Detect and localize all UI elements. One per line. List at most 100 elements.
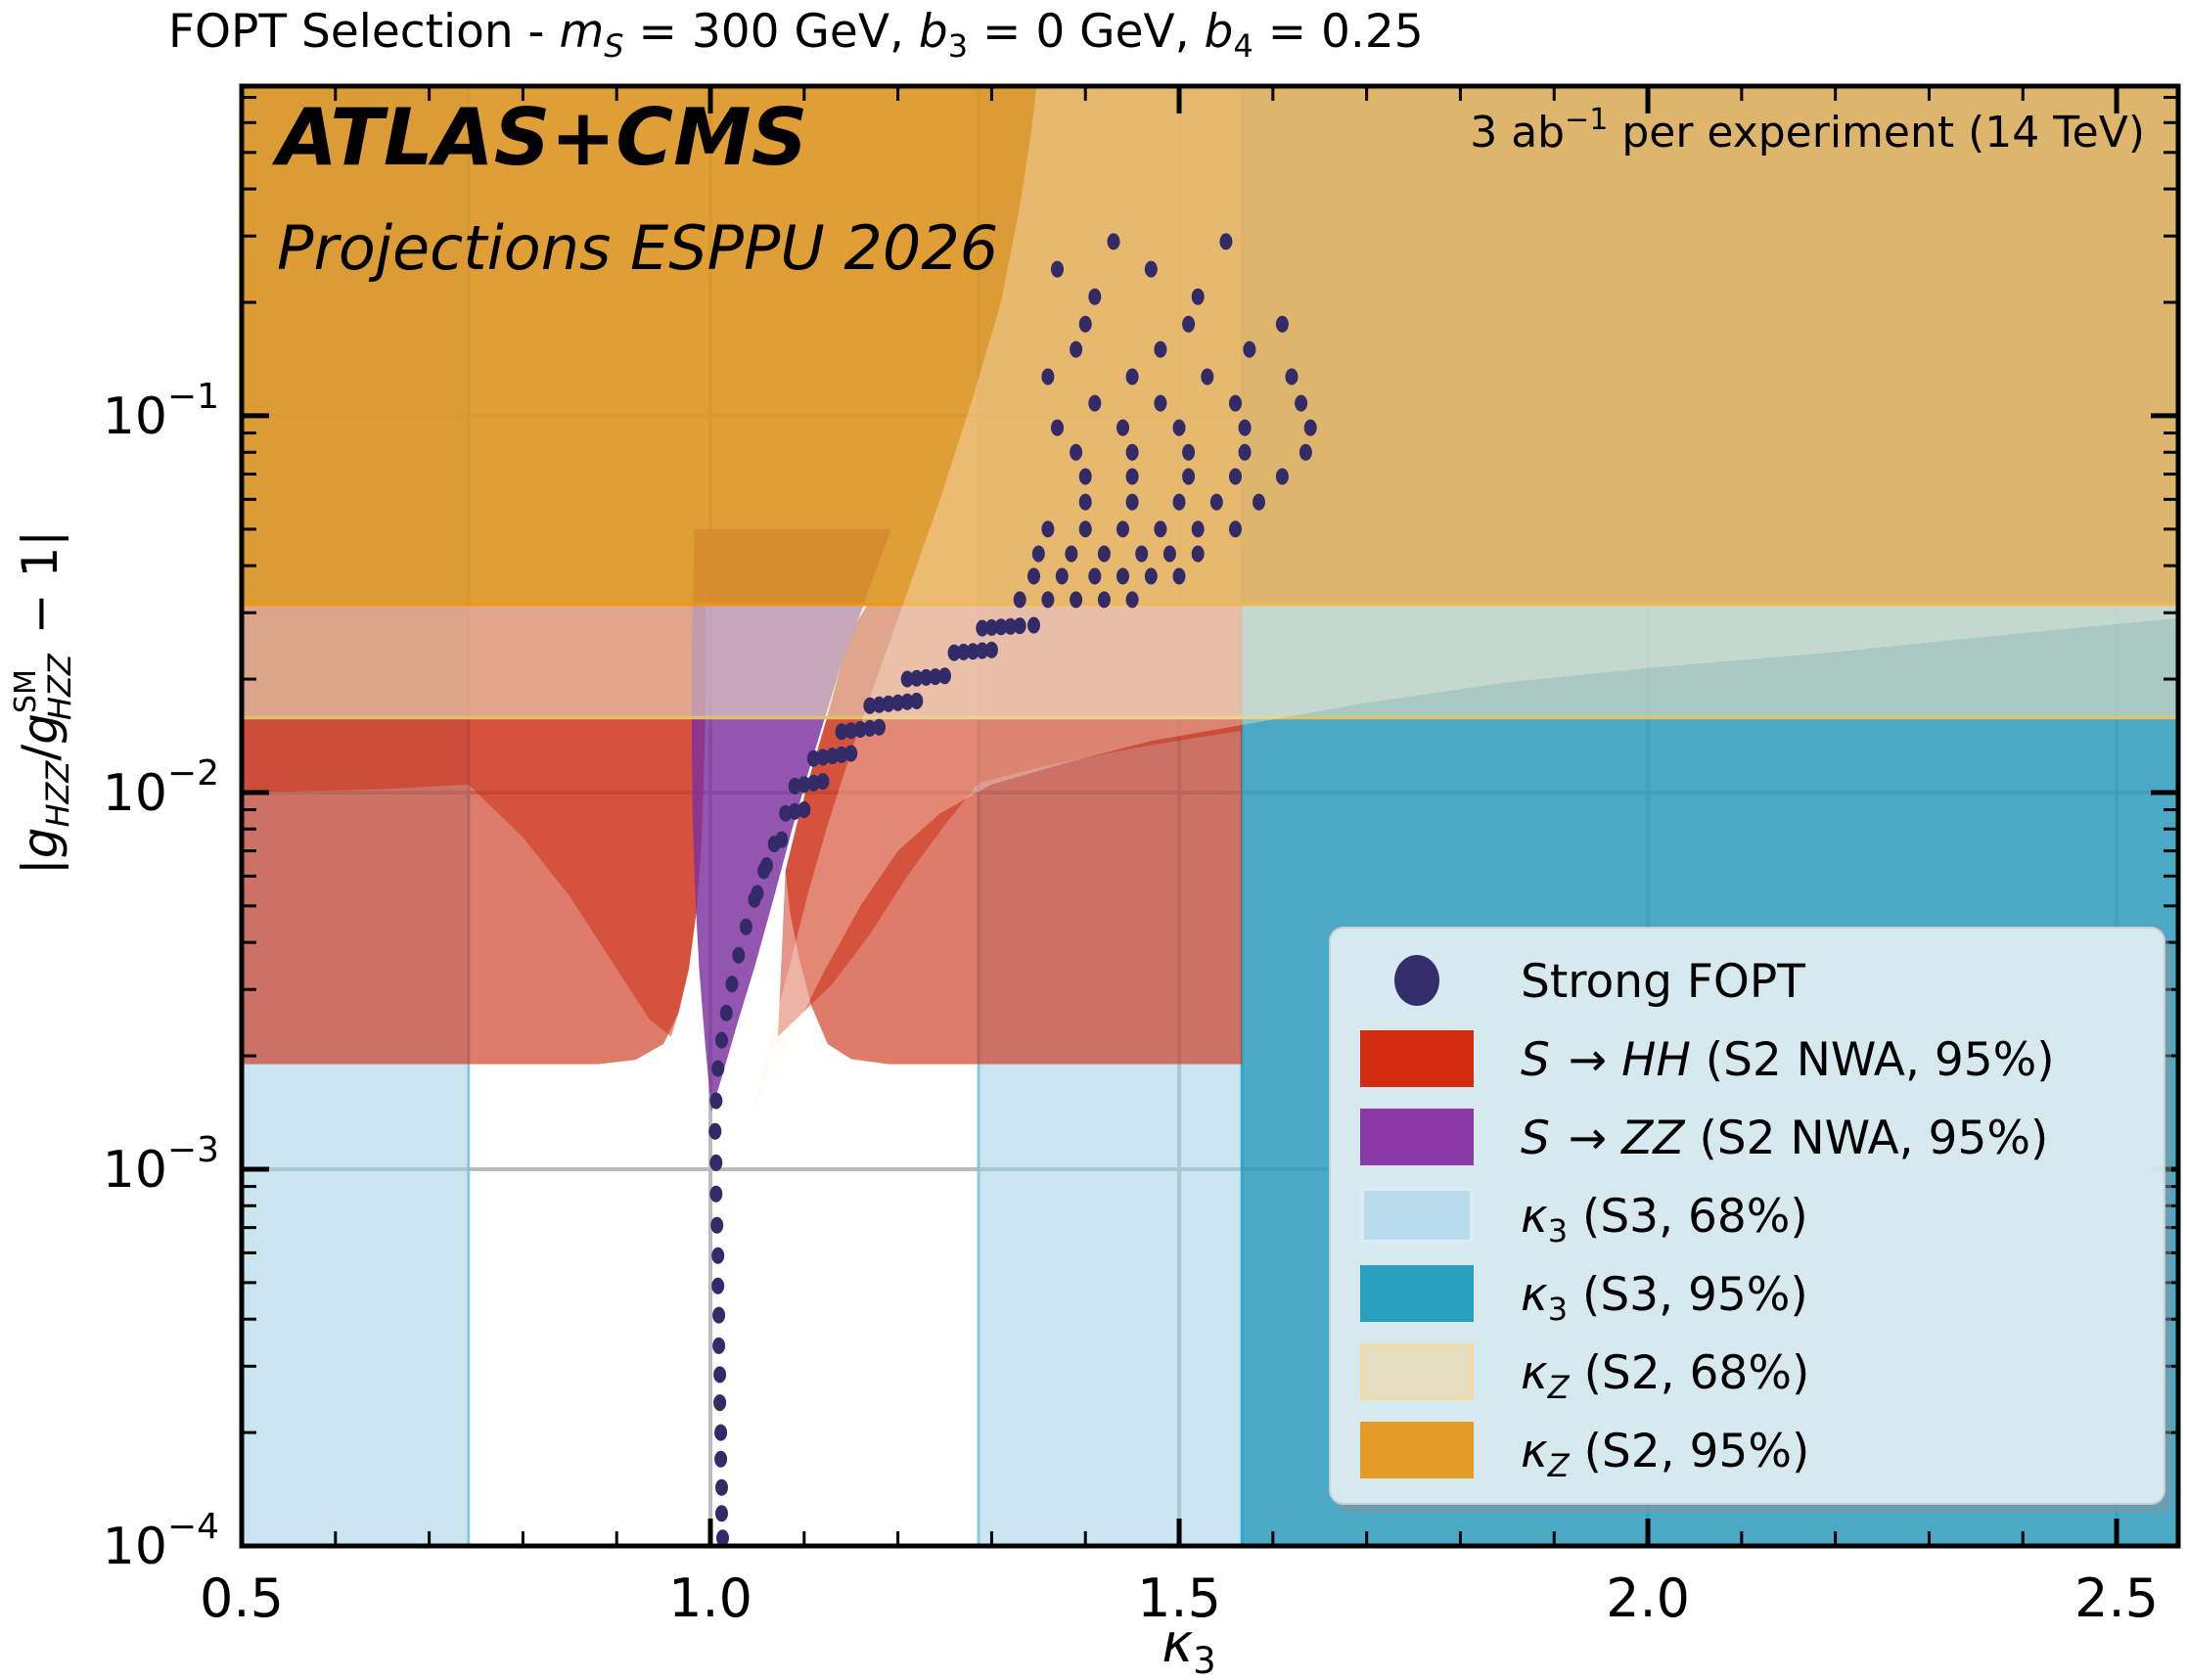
scatter-point [1051,260,1064,278]
scatter-point [1078,315,1092,333]
scatter-point [1070,341,1083,358]
scatter-point [712,1337,726,1354]
scatter-point [900,693,914,710]
legend-label: κ3​ (S3, 95%) [1521,1268,1808,1328]
scatter-point [1097,545,1111,563]
scatter-point [853,721,867,738]
scatter-point [863,719,877,737]
scatter-point [725,976,739,993]
scatter-point [713,1394,727,1412]
scatter-point [984,641,998,658]
scatter-point [1027,616,1040,634]
scatter-point [1013,591,1026,609]
scatter-point [1238,419,1252,436]
scatter-point [1299,443,1312,461]
legend-label: Strong FOPT [1521,955,1805,1009]
legend-swatch [1360,1109,1474,1165]
scatter-point [709,1185,723,1203]
region-pale-wash-overlay [752,86,2178,1109]
scatter-point [708,1122,722,1140]
scatter-point [1172,568,1186,585]
chart-title: FOPT Selection - mS​ = 300 GeV, b3​ = 0 … [168,5,1424,65]
scatter-point [711,1277,725,1294]
scatter-point [1065,545,1078,563]
region-kappaZ-95-band [242,86,2178,605]
scatter-point [1078,493,1092,511]
legend-swatch [1360,1187,1474,1244]
scatter-point [1191,521,1205,538]
scatter-point [710,1216,724,1234]
scatter-point [1229,394,1242,412]
x-tick-label: 2.5 [2074,1567,2159,1629]
y-tick-label: 10−2 [103,753,219,823]
scatter-point [873,696,886,713]
scatter-point [1125,368,1139,386]
scatter-point [816,773,830,791]
scatter-point [1154,341,1167,358]
legend-label: κZ​ (S2, 68%) [1521,1346,1809,1406]
scatter-point [1144,568,1158,585]
scatter-point [1154,521,1167,538]
legend-swatch [1360,1265,1474,1322]
scatter-point [929,668,942,686]
legend-swatch [1360,1030,1474,1087]
scatter-point [1209,493,1223,511]
x-tick-label: 1.5 [1137,1567,1221,1629]
scatter-point [732,946,746,964]
scatter-point [1125,443,1139,461]
scatter-point [714,1424,728,1441]
axis-tick-labels: 0.5 1.0 1.5 2.0 2.5 10−1 10−2 10−3 10−4 [103,377,2159,1629]
luminosity-annotation: 3 ab−1​ per experiment (14 TeV) [1470,103,2145,158]
scatter-point [1285,368,1299,386]
scatter-point [1238,443,1252,461]
scatter-point [910,669,924,687]
legend-swatch [1360,1343,1474,1400]
legend: Strong FOPT S → HH (S2 NWA, 95%) S → ZZ (S… [1329,927,2171,1513]
scatter-point [947,644,961,661]
scatter-point [1078,521,1092,538]
scatter-point [709,1092,723,1110]
scatter-point [1088,288,1102,305]
scatter-point [1041,368,1055,386]
scatter-point [1051,419,1064,436]
scatter-point [1031,545,1045,563]
scatter-point [1041,521,1055,538]
scatter-point [751,885,764,902]
x-tick-label: 2.0 [1606,1567,1690,1629]
scatter-point [910,692,924,709]
scatter-point [976,619,989,637]
legend-swatch [1360,1422,1474,1478]
scatter-point [1125,493,1139,511]
legend-box [1329,927,2165,1505]
scatter-point [1243,341,1256,358]
legend-label: S → HH (S2 NWA, 95%) [1521,1033,2055,1087]
scatter-point [1182,443,1196,461]
scatter-point [711,1060,725,1077]
scatter-point [719,1004,733,1022]
watermark-projections: Projections ESPPU 2026 [277,212,998,284]
scatter-point [976,642,989,659]
scatter-point [1125,591,1139,609]
scatter-point [760,857,773,875]
scatter-point [873,718,886,736]
scatter-point [711,1247,725,1264]
legend-label: κZ​ (S2, 95%) [1521,1425,1809,1484]
scatter-point [863,697,877,714]
y-axis-label-text: |gHZZ/gSMHZZ − 1| [9,530,78,875]
scatter-point [1070,591,1083,609]
scatter-point [1116,568,1129,585]
scatter-point [844,722,858,740]
scatter-point [779,804,793,822]
scatter-point [835,723,848,741]
scatter-point [1041,591,1055,609]
strong-fopt-scatter-points [708,233,1317,1546]
scatter-point [835,746,848,763]
scatter-point [900,670,914,688]
y-axis-label: |gHZZ/gSMHZZ − 1| [9,530,78,875]
x-tick-label: 1.0 [668,1567,752,1629]
scatter-point [816,749,830,766]
scatter-point [775,831,789,848]
scatter-point [1088,568,1102,585]
scatter-point [1125,468,1139,485]
chart-title-text: FOPT Selection - mS​ = 300 GeV, b3​ = 0 … [168,5,1424,65]
